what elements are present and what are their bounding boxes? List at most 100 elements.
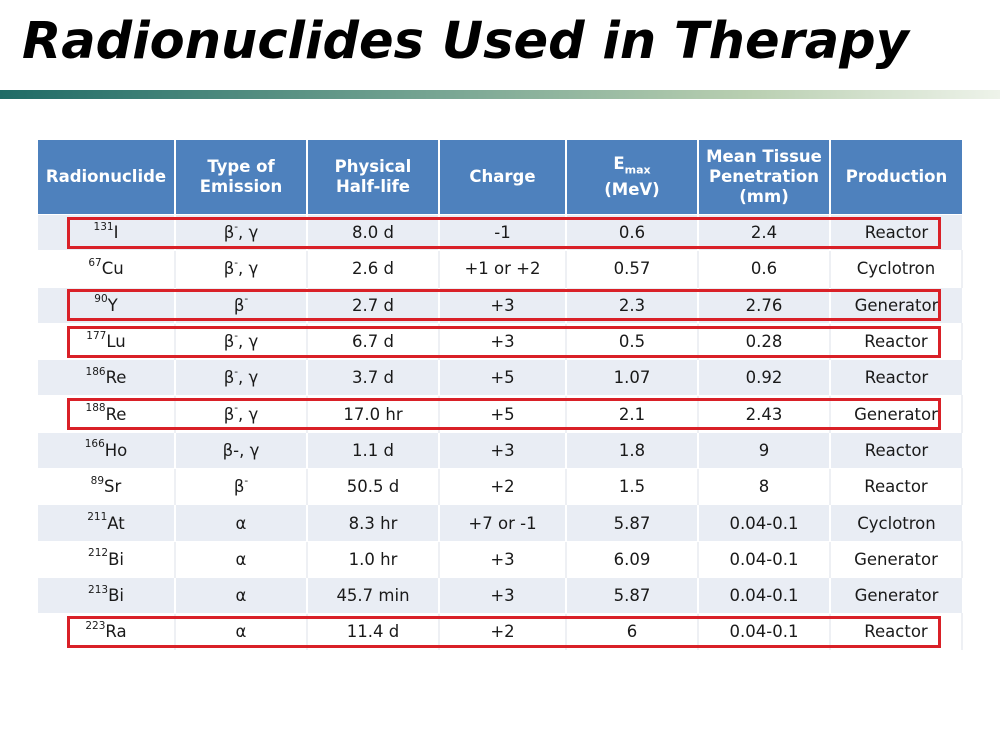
element-symbol: At: [107, 513, 125, 533]
table-row: 131I β-, γ 8.0 d -1 0.6 2.4 Reactor: [38, 213, 962, 251]
cell-penetration: 2.43: [698, 395, 831, 433]
cell-halflife: 3.7 d: [307, 359, 440, 396]
table-row: 177Lu β-, γ 6.7 d +3 0.5 0.28 Reactor: [38, 322, 963, 360]
element-symbol: Ra: [105, 622, 127, 642]
cell-emax: 6: [566, 613, 699, 650]
cell-radionuclide: 90Y: [38, 286, 176, 324]
cell-radionuclide: 131I: [38, 213, 176, 251]
cell-charge: -1: [439, 213, 567, 251]
element-symbol: Y: [107, 295, 118, 315]
element-symbol: Bi: [108, 549, 124, 569]
cell-emax: 1.07: [566, 359, 699, 396]
mass-number: 89: [90, 474, 105, 487]
cell-radionuclide: 211At: [38, 504, 176, 542]
mass-number: 166: [84, 438, 105, 451]
cell-production: Reactor: [830, 359, 962, 396]
table-row: 89Sr β- 50.5 d +2 1.5 8 Reactor: [38, 468, 963, 505]
cell-emax: 5.87: [566, 576, 699, 614]
mass-number: 90: [94, 293, 108, 306]
table-body: 131I β-, γ 8.0 d -1 0.6 2.4 Reactor 67Cu β-, γ 2.…: [38, 213, 963, 650]
cell-emission: α: [175, 504, 308, 542]
cell-emission: β-: [175, 286, 308, 324]
cell-production: Reactor: [830, 468, 963, 505]
cell-halflife: 8.0 d: [307, 213, 440, 251]
emission-charge-sign: -: [234, 256, 239, 269]
cell-radionuclide: 188Re: [38, 395, 176, 433]
emission-charge-sign: -: [244, 293, 249, 306]
emission-charge-sign: -: [234, 402, 239, 415]
mass-number: 186: [85, 365, 106, 378]
table-row: 211At α 8.3 hr +7 or -1 5.87 0.04-0.1 Cyclotro…: [38, 504, 962, 542]
mass-number: 177: [86, 329, 107, 342]
header-radionuclide: Radionuclide: [38, 140, 176, 215]
cell-production: Reactor: [830, 322, 963, 360]
emission-type: β: [223, 404, 235, 424]
header-row: Radionuclide Type of Emission Physical H…: [38, 140, 962, 215]
cell-emax: 2.3: [566, 286, 699, 324]
cell-emax: 2.1: [566, 395, 699, 433]
table-row: 166Ho β-, γ 1.1 d +3 1.8 9 Reactor: [38, 431, 962, 469]
cell-penetration: 2.76: [698, 286, 831, 324]
element-symbol: Cu: [101, 259, 124, 279]
emission-type: β: [223, 259, 235, 279]
slide-title: Radionuclides Used in Therapy: [22, 12, 909, 71]
element-symbol: Sr: [104, 477, 122, 497]
cell-production: Generator: [830, 540, 963, 578]
cell-halflife: 17.0 hr: [307, 395, 440, 433]
cell-charge: +7 or -1: [439, 504, 567, 542]
cell-emission: β-, γ: [175, 213, 308, 251]
emission-type: β: [223, 368, 235, 388]
table-row: 90Y β- 2.7 d +3 2.3 2.76 Generator: [38, 286, 962, 324]
cell-halflife: 1.1 d: [307, 431, 440, 469]
cell-charge: +1 or +2: [439, 250, 567, 288]
mass-number: 67: [88, 256, 102, 269]
cell-charge: +3: [439, 286, 567, 324]
cell-radionuclide: 223Ra: [38, 613, 176, 650]
header-emax-subscript: max: [624, 163, 651, 177]
cell-radionuclide: 177Lu: [38, 322, 176, 360]
emission-type: α: [235, 513, 247, 533]
cell-penetration: 0.04-0.1: [698, 540, 831, 578]
header-charge: Charge: [439, 140, 567, 215]
cell-penetration: 0.04-0.1: [698, 504, 831, 542]
cell-penetration: 0.04-0.1: [698, 613, 831, 650]
cell-emax: 6.09: [566, 540, 699, 578]
element-symbol: Ho: [104, 440, 128, 460]
emission-type: α: [235, 549, 247, 569]
emission-type: β: [223, 332, 235, 352]
mass-number: 223: [85, 619, 106, 632]
radionuclide-table: Radionuclide Type of Emission Physical H…: [38, 140, 963, 650]
cell-charge: +3: [439, 431, 567, 469]
cell-emission: α: [175, 540, 308, 578]
cell-emission: α: [175, 613, 308, 650]
table-row: 67Cu β-, γ 2.6 d +1 or +2 0.57 0.6 Cyclotron: [38, 250, 963, 288]
emission-extra: , γ: [238, 223, 259, 243]
header-halflife: Physical Half-life: [307, 140, 440, 215]
cell-emax: 0.6: [566, 213, 699, 251]
element-symbol: Bi: [108, 586, 124, 606]
cell-halflife: 11.4 d: [307, 613, 440, 650]
emission-charge-sign: -: [244, 474, 249, 487]
mass-number: 211: [87, 511, 108, 524]
emission-extra: , γ: [238, 332, 259, 352]
cell-charge: +5: [439, 359, 567, 396]
mass-number: 188: [85, 402, 106, 415]
cell-radionuclide: 186Re: [38, 359, 176, 396]
emission-type: β: [223, 223, 235, 243]
cell-emission: β-, γ: [175, 322, 308, 360]
cell-production: Generator: [830, 395, 963, 433]
header-emax-unit: (MeV): [604, 180, 660, 200]
table-row: 186Re β-, γ 3.7 d +5 1.07 0.92 Reactor: [38, 359, 962, 396]
cell-halflife: 2.7 d: [307, 286, 440, 324]
cell-emission: β-, γ: [175, 395, 308, 433]
mass-number: 213: [88, 583, 109, 596]
table-row: 213Bi α 45.7 min +3 5.87 0.04-0.1 Generator: [38, 576, 962, 614]
header-emission: Type of Emission: [175, 140, 308, 215]
cell-halflife: 6.7 d: [307, 322, 440, 360]
cell-penetration: 0.28: [698, 322, 831, 360]
cell-emission: β-, γ: [175, 431, 308, 469]
element-symbol: Re: [105, 404, 127, 424]
emission-type: β: [233, 477, 245, 497]
cell-emax: 5.87: [566, 504, 699, 542]
cell-penetration: 9: [698, 431, 831, 469]
